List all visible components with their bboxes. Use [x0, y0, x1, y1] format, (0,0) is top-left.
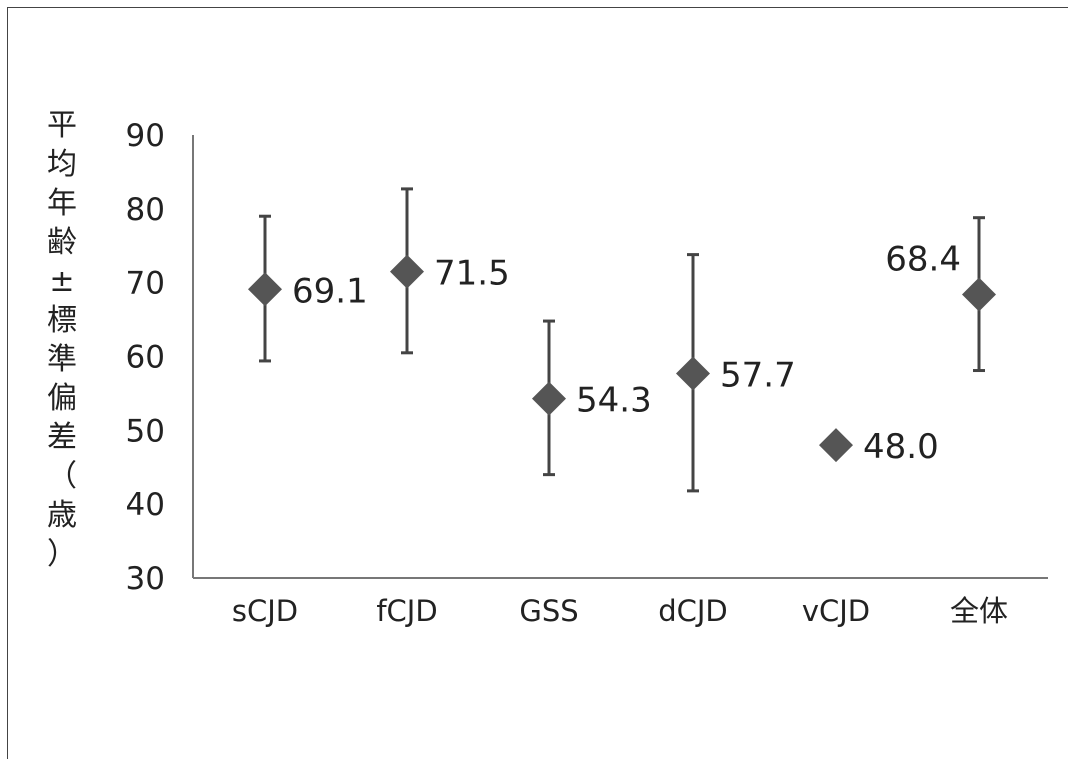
data-value-label: 48.0 [863, 427, 939, 467]
data-point-marker [819, 428, 853, 463]
y-axis-label-char: 齢 [47, 225, 77, 260]
data-value-label: 57.7 [720, 355, 796, 395]
y-axis-label-char: 標 [47, 303, 77, 338]
x-tick-label: GSS [519, 594, 578, 628]
y-tick-label: 30 [126, 561, 165, 597]
x-tick-label: vCJD [802, 594, 870, 628]
y-axis-label-char: 差 [47, 420, 77, 455]
data-value-label: 71.5 [434, 254, 510, 294]
y-axis-label-char: 均 [47, 147, 77, 182]
y-axis-label-char: ） [47, 537, 77, 572]
y-axis-label-char: 歳 [47, 498, 77, 533]
data-point-marker [676, 356, 710, 391]
data-value-label: 69.1 [292, 271, 368, 311]
data-value-label: 68.4 [885, 239, 961, 279]
y-tick-label: 90 [126, 118, 165, 154]
y-axis-label-char: （ [47, 459, 77, 494]
data-point-marker [390, 254, 424, 289]
x-tick-label: sCJD [232, 594, 298, 628]
x-tick-label: dCJD [658, 594, 728, 628]
y-axis-label-char: 平 [47, 108, 77, 143]
x-tick-label: 全体 [950, 594, 1008, 628]
y-tick-label: 50 [126, 413, 165, 449]
y-tick-label: 70 [126, 266, 165, 302]
y-axis-label-char: 年 [47, 186, 77, 221]
data-value-label: 54.3 [576, 381, 652, 421]
y-axis-label-char: 偏 [47, 381, 77, 416]
data-point-marker [532, 381, 566, 416]
y-tick-label: 40 [126, 487, 165, 523]
chart-frame [7, 7, 1068, 759]
y-tick-label: 80 [126, 192, 165, 228]
y-tick-label: 60 [126, 340, 165, 376]
y-axis-label-char: 準 [47, 342, 77, 377]
data-point-marker [248, 272, 282, 307]
data-point-marker [962, 277, 996, 312]
y-axis-label-char: ± [49, 264, 75, 299]
x-tick-label: fCJD [376, 594, 437, 628]
